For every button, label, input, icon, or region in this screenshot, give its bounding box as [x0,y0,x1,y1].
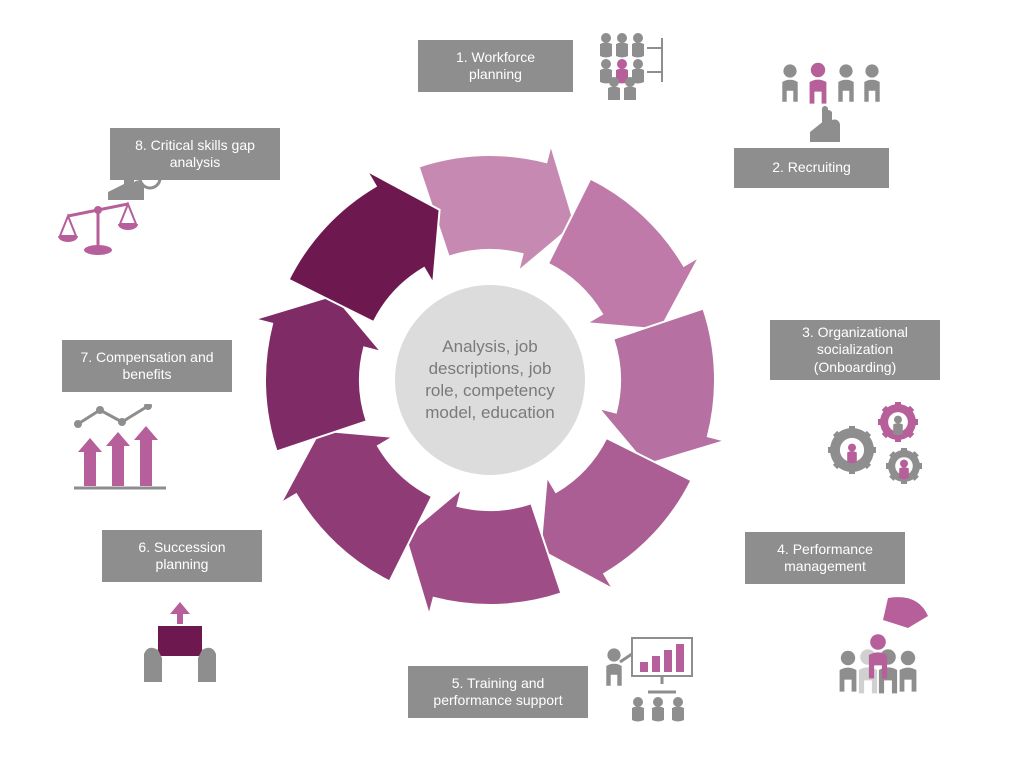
step-label-text: 6. Succession planning [112,539,252,574]
step-label-5: 5. Training and performance support [408,666,588,718]
ring-segment [289,171,440,322]
gears-icon [820,392,940,497]
center-circle: Analysis, job descriptions, job role, co… [395,285,585,475]
pick-person-icon [818,590,938,715]
step-label-1: 1. Workforce planning [418,40,573,92]
step-label-text: 2. Recruiting [772,159,851,177]
step-label-text: 3. Organizational socialization (Onboard… [780,324,930,377]
chart-arrows-icon [70,404,180,499]
ring-segment [405,488,561,615]
hands-box-icon [130,594,230,689]
step-label-2: 2. Recruiting [734,148,889,188]
ring-segment [540,438,691,589]
pointing-hand-icon [770,52,890,152]
ring-segment [598,309,725,465]
step-label-text: 7. Compensation and benefits [72,349,222,384]
hr-cycle-diagram: Analysis, job descriptions, job role, co… [0,0,1024,759]
step-label-6: 6. Succession planning [102,530,262,582]
step-label-4: 4. Performance management [745,532,905,584]
step-label-7: 7. Compensation and benefits [62,340,232,392]
ring-segment [548,179,699,330]
step-label-3: 3. Organizational socialization (Onboard… [770,320,940,380]
step-label-text: 1. Workforce planning [428,49,563,84]
step-label-text: 5. Training and performance support [418,675,578,710]
scales-icon [56,160,166,265]
ring-segment [419,145,575,272]
presentation-icon [598,632,708,727]
center-text: Analysis, job descriptions, job role, co… [415,336,565,424]
people-org-icon [592,30,682,105]
ring-segment [255,295,382,451]
ring-segment [281,430,432,581]
step-label-text: 4. Performance management [755,541,895,576]
